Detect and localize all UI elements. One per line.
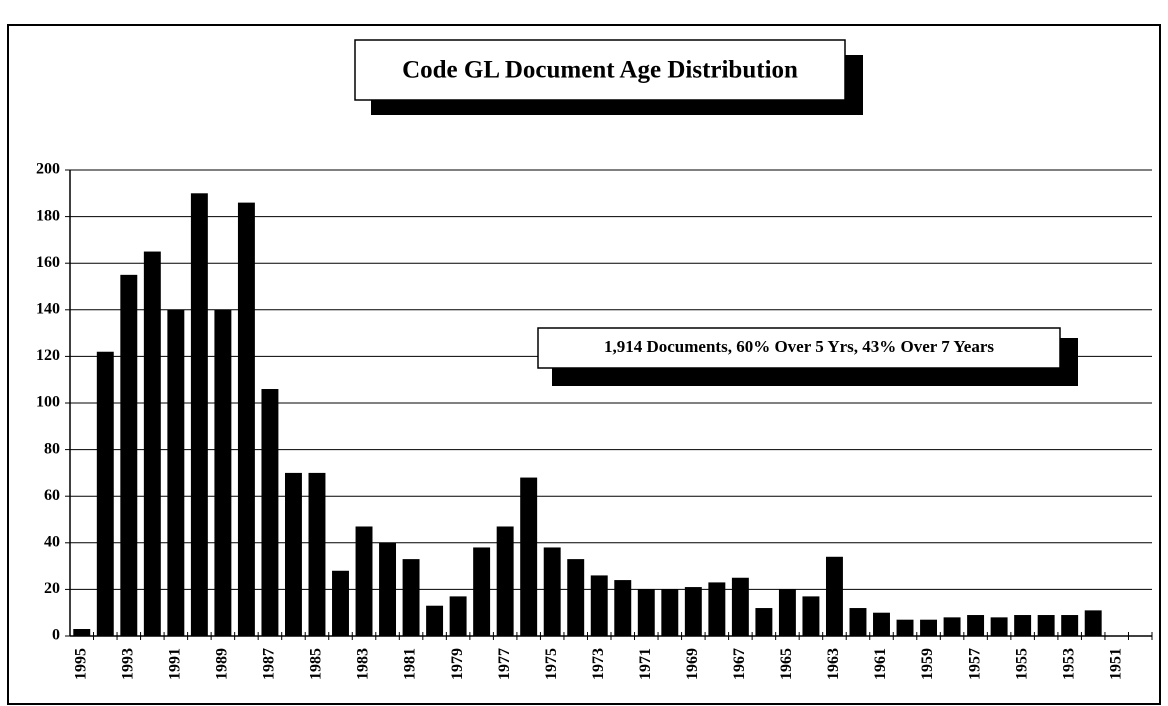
x-tick-label: 1953: [1060, 648, 1077, 680]
y-tick-label: 60: [44, 487, 60, 504]
bar: [708, 582, 726, 636]
y-tick-label: 120: [36, 347, 60, 364]
bar: [684, 587, 702, 636]
bar: [167, 309, 185, 636]
y-tick-label: 140: [36, 300, 60, 317]
title-box: [354, 39, 846, 101]
bar: [731, 577, 749, 636]
y-tick-label: 20: [44, 580, 60, 597]
bar: [96, 351, 114, 636]
x-tick-label: 1983: [355, 648, 372, 680]
x-tick-label: 1981: [402, 648, 419, 680]
bar: [520, 477, 538, 636]
bar: [1061, 615, 1079, 636]
bar: [73, 629, 91, 636]
bar: [284, 472, 302, 636]
bar: [1014, 615, 1032, 636]
x-tick-label: 1967: [731, 648, 748, 680]
x-tick-label: 1963: [825, 648, 842, 680]
x-tick-label: 1971: [637, 648, 654, 680]
x-tick-label: 1991: [167, 648, 184, 680]
annotation-box: [537, 327, 1061, 369]
bar: [967, 615, 985, 636]
bar: [920, 619, 938, 636]
x-tick-label: 1977: [496, 648, 513, 680]
x-tick-label: 1987: [261, 648, 278, 680]
bar: [355, 526, 373, 636]
bar: [990, 617, 1008, 636]
x-tick-label: 1969: [684, 648, 701, 680]
bar: [896, 619, 914, 636]
bar: [261, 389, 279, 636]
x-tick-label: 1965: [778, 648, 795, 680]
y-tick-label: 180: [36, 207, 60, 224]
bar: [190, 193, 208, 637]
bar: [849, 608, 867, 636]
bar: [802, 596, 820, 636]
frame: [7, 24, 1161, 705]
bar: [637, 589, 655, 636]
bar: [214, 309, 232, 636]
bar: [590, 575, 608, 636]
bar: [543, 547, 561, 636]
bar: [120, 274, 138, 636]
bar: [1037, 615, 1055, 636]
bar: [308, 472, 326, 636]
x-tick-label: 1975: [543, 648, 560, 680]
x-tick-label: 1955: [1013, 648, 1030, 680]
bar: [402, 559, 420, 636]
x-tick-label: 1951: [1107, 648, 1124, 680]
bar: [943, 617, 961, 636]
bar: [143, 251, 161, 637]
bar: [426, 605, 444, 636]
bar: [661, 589, 679, 636]
x-tick-label: 1989: [214, 648, 231, 680]
x-tick-label: 1973: [590, 648, 607, 680]
bar: [567, 559, 585, 636]
x-tick-label: 1993: [119, 648, 136, 680]
bar: [778, 589, 796, 636]
plot: 0 20 40 60 80 100 120 140 160 180 200 1995 1993 1991 1…: [36, 161, 1153, 680]
y-tick-label: 80: [44, 440, 60, 457]
bar: [755, 608, 773, 636]
bar: [1084, 610, 1102, 636]
bar: [496, 526, 514, 636]
x-tick-label: 1985: [308, 648, 325, 680]
x-tick-label: 1979: [449, 648, 466, 680]
bar: [873, 612, 890, 636]
bar: [614, 580, 632, 636]
bar: [379, 542, 397, 636]
bar: [237, 202, 255, 636]
y-tick-label: 200: [36, 161, 60, 178]
bar: [825, 556, 843, 636]
bar: [473, 547, 491, 636]
x-tick-label: 1957: [966, 648, 983, 680]
y-tick-label: 160: [36, 254, 60, 271]
x-tick-label: 1959: [919, 648, 936, 680]
x-tick-label: 1995: [72, 648, 89, 680]
y-tick-label: 100: [36, 394, 60, 411]
bar: [332, 570, 349, 636]
bar: [449, 596, 467, 636]
y-tick-label: 0: [52, 627, 60, 644]
annotation: 1,914 Documents, 60% Over 5 Yrs, 43% Ove…: [604, 337, 994, 356]
y-tick-label: 40: [44, 533, 60, 550]
chart-title: Code GL Document Age Distribution: [402, 57, 798, 84]
x-tick-label: 1961: [872, 648, 889, 680]
